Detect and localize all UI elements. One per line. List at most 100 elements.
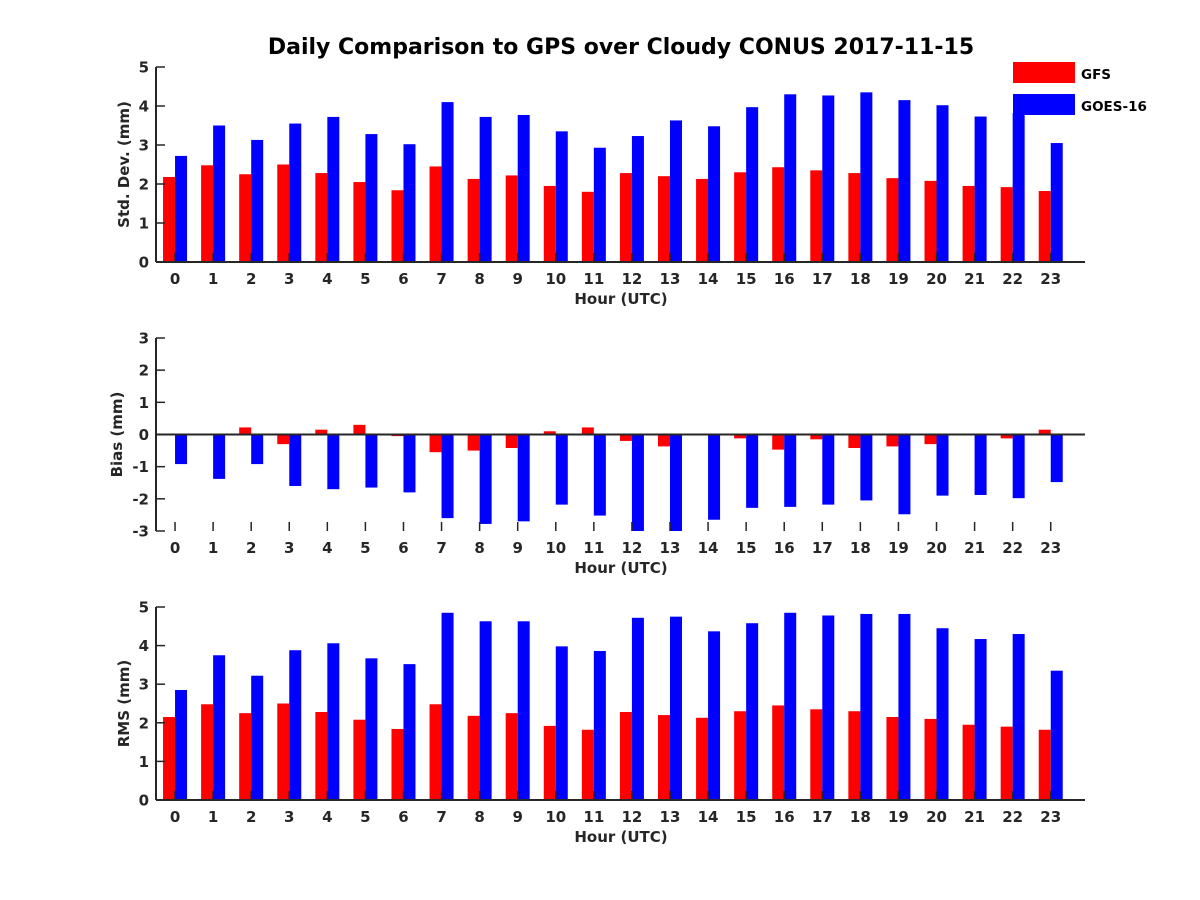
x-tick-label-bias-3: 3 — [284, 539, 294, 557]
bar-stddev-goes16-hour-4 — [327, 116, 340, 262]
x-tick-label-rms-3: 3 — [284, 808, 294, 826]
x-tick-label-rms-15: 15 — [736, 808, 757, 826]
bar-rms-gfs-hour-17 — [810, 709, 823, 800]
x-tick-label-stddev-0: 0 — [170, 270, 180, 288]
bar-bias-goes16-hour-20 — [936, 434, 949, 496]
x-tick-label-bias-21: 21 — [964, 539, 985, 557]
y-tick-label-stddev-0: 0 — [139, 254, 149, 272]
bar-rms-goes16-hour-10 — [555, 646, 568, 800]
y-tick-label-bias-1: 1 — [139, 394, 149, 412]
bar-bias-gfs-hour-11 — [581, 427, 594, 435]
bar-rms-goes16-hour-19 — [898, 613, 911, 800]
bar-rms-gfs-hour-20 — [924, 718, 937, 800]
bar-rms-goes16-hour-16 — [784, 612, 797, 800]
x-tick-label-rms-21: 21 — [964, 808, 985, 826]
bar-bias-goes16-hour-11 — [593, 434, 606, 516]
bar-bias-gfs-hour-12 — [619, 434, 632, 441]
bar-bias-goes16-hour-5 — [365, 434, 378, 488]
bar-stddev-goes16-hour-12 — [631, 136, 644, 262]
bar-rms-gfs-hour-1 — [201, 704, 214, 800]
figure-title: Daily Comparison to GPS over Cloudy CONU… — [268, 35, 974, 60]
bar-stddev-goes16-hour-7 — [441, 102, 454, 262]
bar-rms-gfs-hour-19 — [886, 717, 899, 800]
bar-stddev-gfs-hour-10 — [543, 185, 556, 262]
bar-bias-goes16-hour-7 — [441, 434, 454, 519]
x-tick-label-stddev-4: 4 — [322, 270, 332, 288]
bar-stddev-goes16-hour-0 — [175, 155, 188, 262]
bar-stddev-goes16-hour-10 — [555, 131, 568, 262]
x-tick-label-rms-12: 12 — [621, 808, 642, 826]
x-tick-label-bias-2: 2 — [246, 539, 256, 557]
bar-rms-goes16-hour-2 — [251, 675, 264, 800]
bar-stddev-goes16-hour-9 — [517, 114, 530, 262]
bar-bias-goes16-hour-21 — [974, 434, 987, 495]
bar-stddev-goes16-hour-15 — [746, 107, 759, 262]
x-tick-label-bias-14: 14 — [698, 539, 719, 557]
x-tick-label-rms-9: 9 — [512, 808, 522, 826]
y-tick-label-stddev-3: 3 — [139, 137, 149, 155]
bar-rms-goes16-hour-0 — [175, 689, 188, 800]
bar-rms-goes16-hour-13 — [670, 616, 682, 800]
bar-stddev-gfs-hour-11 — [581, 191, 594, 262]
bar-rms-gfs-hour-21 — [962, 724, 975, 800]
bar-rms-gfs-hour-11 — [581, 729, 594, 800]
x-tick-label-rms-5: 5 — [360, 808, 370, 826]
y-axis-label-stddev: Std. Dev. (mm) — [115, 101, 133, 228]
x-tick-label-rms-7: 7 — [436, 808, 446, 826]
bar-stddev-goes16-hour-1 — [213, 125, 226, 262]
bar-rms-gfs-hour-0 — [163, 717, 176, 800]
y-tick-label-rms-1: 1 — [139, 753, 149, 771]
bar-stddev-gfs-hour-1 — [201, 165, 214, 262]
bar-stddev-goes16-hour-21 — [974, 116, 987, 262]
bar-bias-gfs-hour-5 — [353, 424, 366, 435]
bar-rms-gfs-hour-18 — [848, 711, 861, 800]
x-tick-label-bias-6: 6 — [398, 539, 408, 557]
x-tick-label-bias-23: 23 — [1040, 539, 1061, 557]
bar-stddev-gfs-hour-18 — [848, 173, 861, 262]
x-tick-label-stddev-5: 5 — [360, 270, 370, 288]
x-tick-label-stddev-14: 14 — [698, 270, 719, 288]
x-tick-label-stddev-3: 3 — [284, 270, 294, 288]
x-tick-label-bias-16: 16 — [774, 539, 795, 557]
x-tick-label-rms-23: 23 — [1040, 808, 1061, 826]
x-tick-label-bias-19: 19 — [888, 539, 909, 557]
x-tick-label-rms-11: 11 — [583, 808, 604, 826]
y-tick-label-rms-0: 0 — [139, 792, 149, 810]
x-tick-label-rms-17: 17 — [812, 808, 833, 826]
bar-rms-gfs-hour-5 — [353, 719, 366, 800]
bar-stddev-gfs-hour-22 — [1000, 187, 1013, 262]
bar-rms-goes16-hour-3 — [289, 650, 302, 800]
bar-rms-gfs-hour-7 — [429, 704, 442, 800]
x-tick-label-bias-5: 5 — [360, 539, 370, 557]
x-tick-label-bias-1: 1 — [208, 539, 218, 557]
bar-rms-gfs-hour-3 — [277, 703, 290, 800]
bar-rms-gfs-hour-4 — [315, 711, 328, 800]
x-tick-label-stddev-13: 13 — [660, 270, 681, 288]
bar-stddev-gfs-hour-3 — [277, 164, 290, 262]
bar-rms-goes16-hour-17 — [822, 615, 835, 800]
bar-bias-gfs-hour-13 — [658, 434, 670, 447]
bar-stddev-gfs-hour-12 — [619, 173, 632, 262]
bar-bias-goes16-hour-19 — [898, 434, 911, 515]
x-tick-label-bias-20: 20 — [926, 539, 947, 557]
x-tick-label-stddev-11: 11 — [583, 270, 604, 288]
y-tick-label-stddev-2: 2 — [139, 176, 149, 194]
x-tick-label-stddev-1: 1 — [208, 270, 218, 288]
bar-bias-goes16-hour-1 — [213, 434, 226, 479]
bar-stddev-goes16-hour-8 — [479, 116, 492, 262]
x-tick-label-bias-15: 15 — [736, 539, 757, 557]
x-axis-label-stddev: Hour (UTC) — [574, 290, 667, 308]
bar-rms-goes16-hour-5 — [365, 658, 378, 800]
bar-stddev-goes16-hour-17 — [822, 95, 835, 262]
bar-stddev-goes16-hour-16 — [784, 94, 797, 262]
bar-stddev-gfs-hour-21 — [962, 185, 975, 262]
x-tick-label-rms-22: 22 — [1002, 808, 1023, 826]
x-tick-label-stddev-21: 21 — [964, 270, 985, 288]
bar-stddev-goes16-hour-5 — [365, 134, 378, 262]
bar-stddev-gfs-hour-20 — [924, 180, 937, 262]
bar-bias-gfs-hour-8 — [467, 434, 480, 451]
bar-bias-goes16-hour-3 — [289, 434, 302, 486]
y-axis-label-bias: Bias (mm) — [108, 392, 126, 478]
